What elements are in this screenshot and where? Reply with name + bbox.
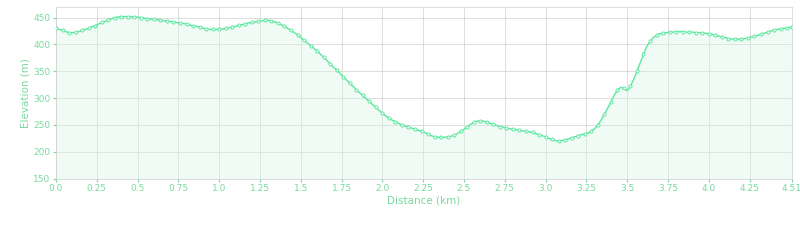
Y-axis label: Elevation (m): Elevation (m) bbox=[21, 58, 30, 128]
X-axis label: Distance (km): Distance (km) bbox=[387, 196, 461, 206]
